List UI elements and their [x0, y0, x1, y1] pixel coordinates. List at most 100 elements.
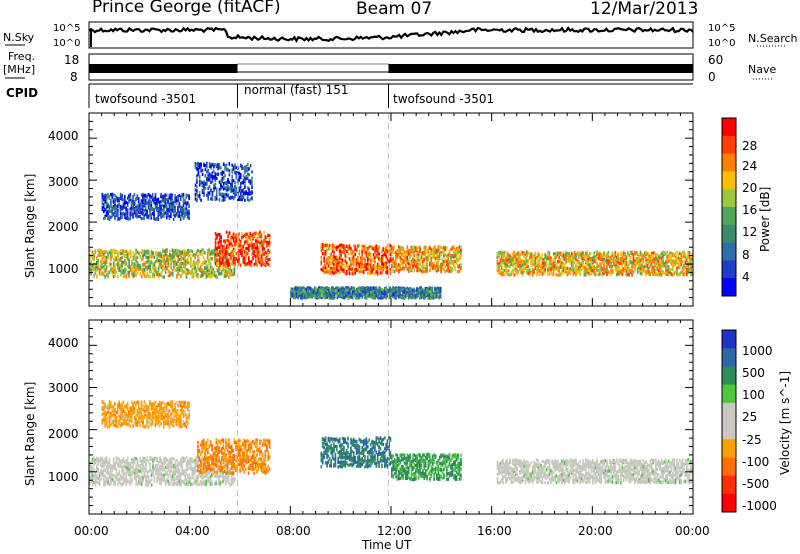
power-cell	[528, 253, 531, 257]
power-cell	[652, 272, 654, 276]
power-cell	[641, 263, 643, 268]
power-cell	[192, 273, 195, 277]
power-cell	[170, 203, 172, 208]
power-cell	[139, 265, 142, 269]
power-cell	[232, 179, 235, 183]
power-cell	[182, 208, 185, 212]
power-cell	[422, 262, 424, 266]
power-cell	[177, 259, 179, 263]
power-cell	[331, 246, 334, 250]
power-cell	[580, 256, 583, 260]
power-cell	[500, 271, 503, 275]
power-cell	[419, 248, 421, 252]
power-cell	[217, 245, 220, 249]
power-cell	[662, 253, 664, 257]
power-cell	[164, 263, 167, 267]
power-cell	[227, 246, 229, 250]
power-cell	[369, 268, 372, 273]
power-cell	[219, 263, 221, 268]
power-cell	[214, 235, 217, 239]
power-cell	[194, 197, 197, 201]
power-cell	[225, 192, 228, 196]
power-cell	[161, 212, 164, 217]
power-cell	[606, 265, 608, 269]
power-cell	[222, 184, 225, 188]
power-cell	[249, 263, 251, 267]
power-cell	[586, 260, 588, 264]
power-cell	[320, 267, 323, 272]
power-cell	[533, 263, 535, 267]
power-cell	[665, 265, 667, 269]
power-cell	[548, 259, 551, 263]
power-cell	[225, 251, 228, 256]
power-cell	[160, 192, 162, 197]
power-cell	[231, 170, 233, 174]
power-cell	[336, 262, 338, 266]
power-cell	[398, 245, 400, 249]
power-cell	[103, 216, 105, 221]
power-cell	[152, 275, 154, 279]
power-cell	[395, 265, 397, 270]
power-cell	[117, 196, 119, 201]
power-cell	[221, 192, 224, 196]
power-cell	[601, 257, 604, 262]
power-cell	[666, 250, 668, 254]
power-cell	[329, 247, 331, 251]
power-cell	[192, 253, 195, 257]
power-cell	[234, 180, 236, 185]
power-cell	[361, 253, 363, 257]
power-cell	[354, 271, 356, 275]
power-cell	[672, 259, 674, 263]
power-cell	[130, 201, 133, 205]
power-cell	[521, 261, 524, 265]
power-cell	[669, 268, 671, 272]
power-cell	[538, 269, 541, 273]
power-cell	[381, 262, 383, 266]
power-cell	[115, 198, 118, 202]
power-cell	[115, 206, 118, 210]
power-cell	[382, 258, 385, 262]
power-cell	[198, 268, 201, 272]
power-cell	[173, 262, 175, 266]
power-cell	[260, 261, 263, 265]
power-cell	[677, 273, 680, 277]
power-cell	[194, 268, 196, 273]
power-cell	[367, 247, 369, 251]
power-cell	[204, 266, 206, 270]
power-cell	[621, 266, 624, 270]
power-cell	[607, 270, 610, 274]
power-cell	[211, 193, 214, 197]
power-cell	[147, 193, 150, 197]
power-cell	[208, 177, 211, 181]
power-cell	[194, 188, 197, 192]
power-cell	[160, 211, 162, 215]
power-cell	[395, 258, 397, 262]
power-cell	[385, 253, 387, 257]
power-cell	[253, 250, 256, 254]
power-cell	[169, 271, 171, 275]
power-cell	[178, 201, 181, 206]
power-cell	[420, 255, 423, 259]
power-cell	[541, 270, 544, 274]
power-cell	[143, 271, 146, 275]
power-cell	[460, 248, 462, 252]
power-cell	[458, 269, 461, 273]
power-cell	[327, 260, 330, 265]
power-cell	[355, 264, 358, 268]
power-cell	[206, 253, 209, 257]
power-cell	[676, 250, 678, 254]
power-cell	[135, 267, 137, 271]
power-cell	[260, 235, 263, 239]
power-cell	[208, 184, 211, 189]
power-cell	[209, 275, 212, 279]
power-cell	[238, 260, 240, 265]
power-cell	[586, 263, 588, 267]
power-cell	[520, 265, 523, 269]
power-cell	[104, 207, 106, 212]
power-cell	[687, 267, 689, 271]
power-cell	[215, 248, 217, 252]
power-cell	[111, 206, 113, 210]
power-cell	[221, 194, 224, 198]
power-cell	[136, 212, 139, 216]
power-cell	[544, 270, 546, 274]
